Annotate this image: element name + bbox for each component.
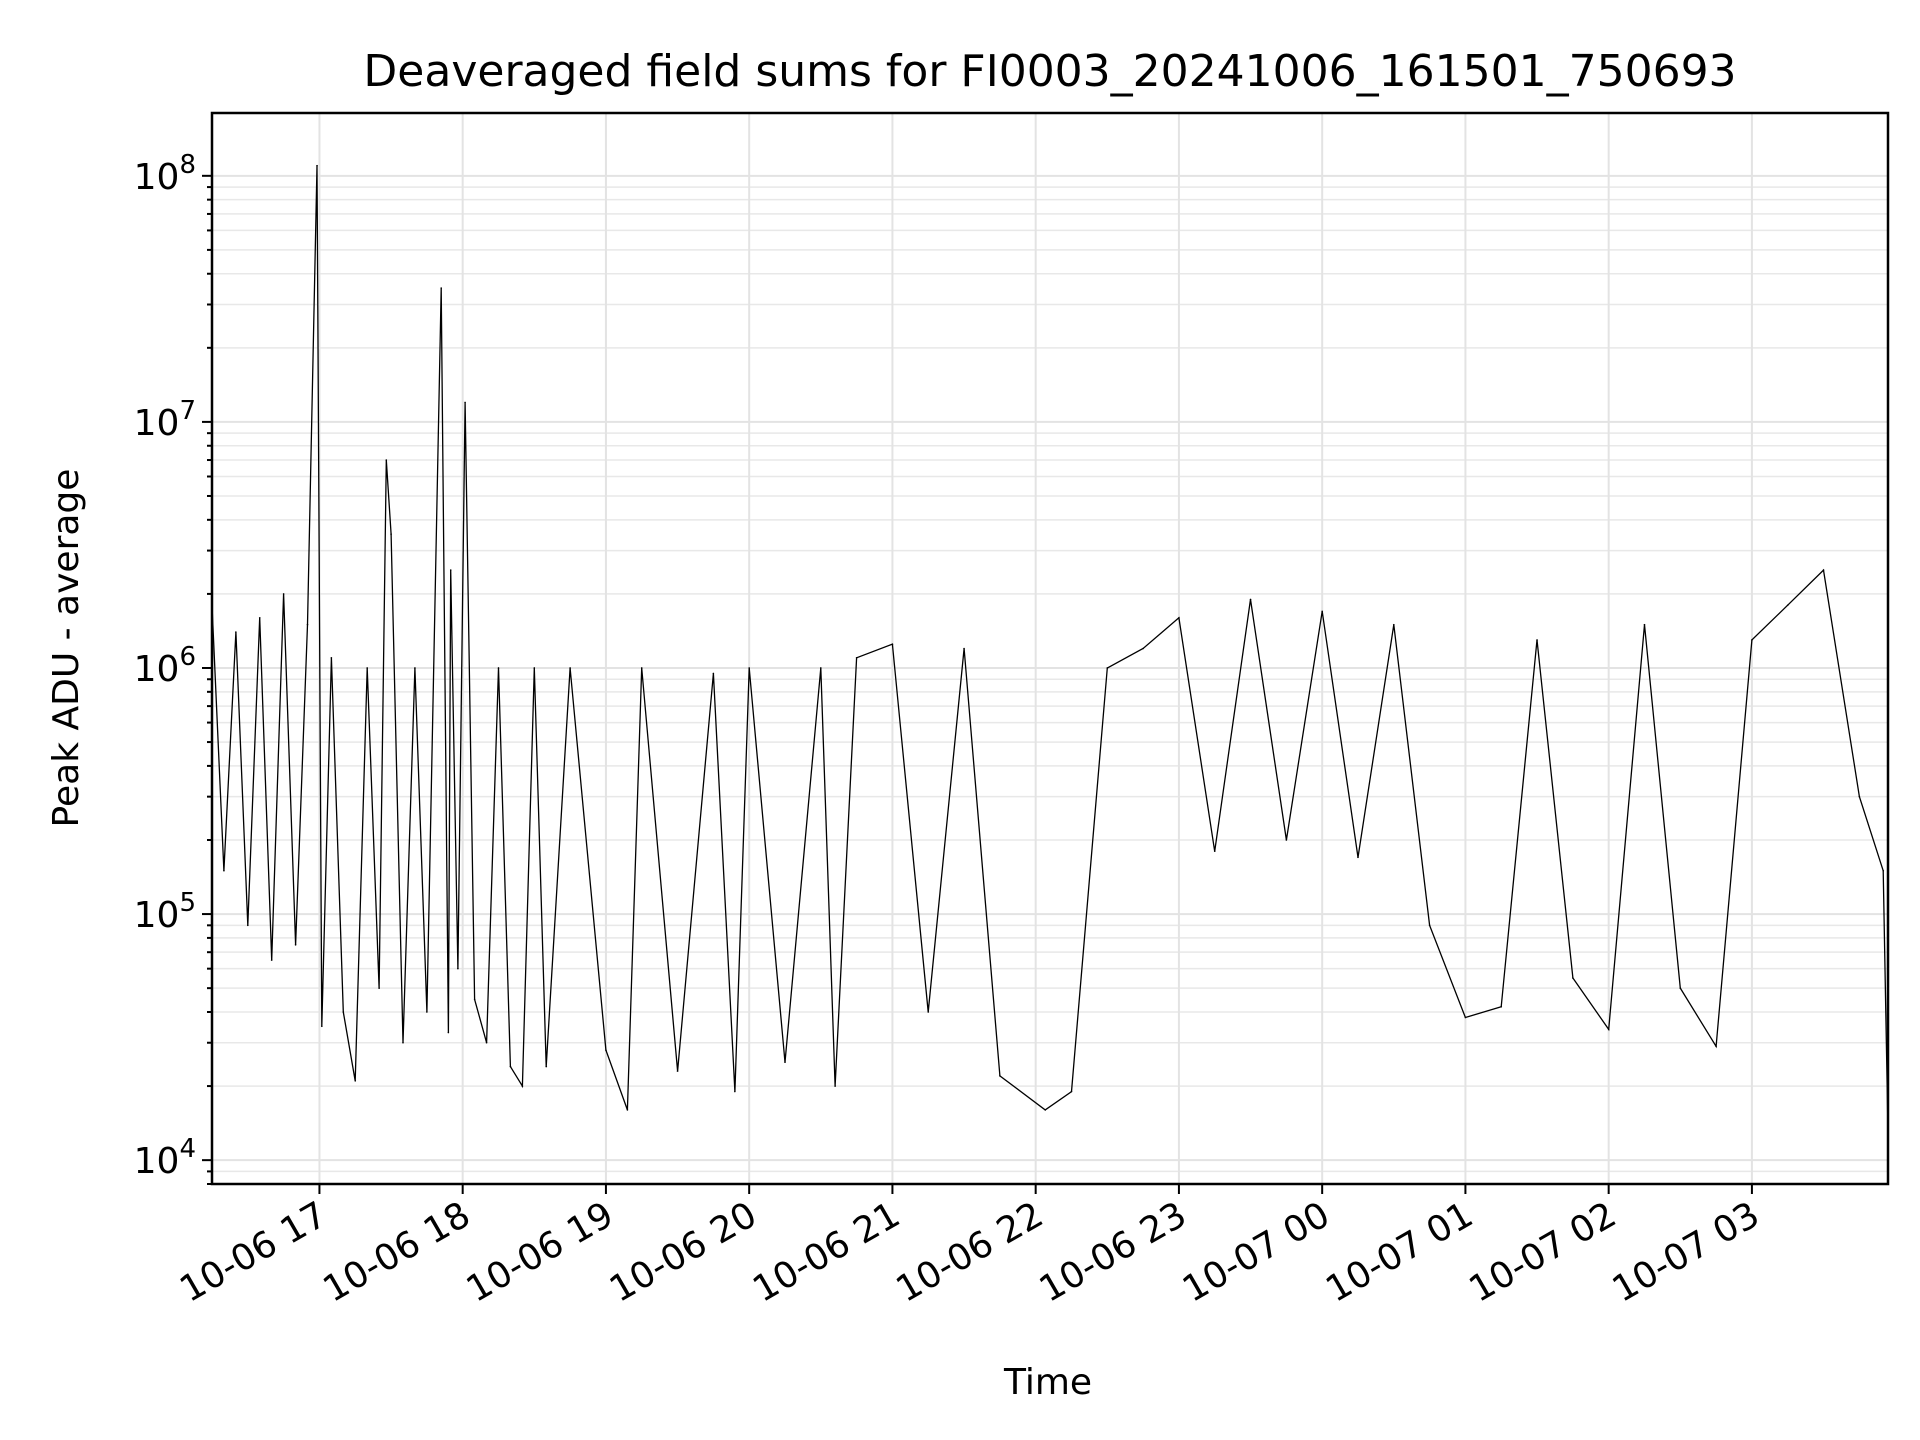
data-point (1070, 1090, 1073, 1093)
data-point (316, 164, 318, 167)
data-point (1285, 839, 1288, 841)
data-point (1392, 623, 1395, 626)
x-axis-label: Time (1003, 1362, 1092, 1403)
y-tick-base: 10 (134, 649, 180, 690)
data-point (1786, 604, 1789, 606)
data-point (1106, 667, 1109, 669)
y-tick-exponent: 5 (179, 888, 196, 918)
y-tick-base: 10 (134, 1141, 180, 1182)
data-point (712, 672, 715, 675)
data-point (342, 1011, 345, 1013)
data-point (270, 959, 273, 961)
data-point (1178, 616, 1180, 619)
data-point (1607, 1028, 1610, 1031)
data-point (485, 1041, 488, 1044)
data-point (1751, 639, 1753, 641)
y-tick-base: 10 (134, 157, 180, 198)
grid (212, 113, 1888, 1185)
data-point (1213, 850, 1216, 853)
data-point (509, 1065, 512, 1068)
data-point (390, 533, 392, 535)
data-point (1679, 987, 1682, 989)
data-point (533, 667, 536, 669)
data-point (306, 623, 309, 626)
y-tick-label: 108 (134, 150, 196, 198)
data-point (497, 667, 500, 669)
data-point (294, 944, 297, 946)
data-point (258, 616, 261, 619)
data-point (1858, 795, 1861, 798)
data-point (1321, 610, 1323, 613)
data-point (449, 569, 452, 571)
data-point (282, 593, 285, 595)
data-point (378, 987, 380, 989)
data-point (1357, 856, 1359, 859)
y-tick-exponent: 7 (179, 396, 196, 426)
data-point (820, 667, 822, 669)
y-tick-label: 105 (134, 888, 196, 936)
data-point (999, 1075, 1001, 1077)
y-tick-exponent: 8 (179, 150, 196, 180)
data-point (855, 656, 858, 659)
data-point (605, 1049, 607, 1051)
y-tick-label: 106 (134, 642, 196, 690)
data-point (545, 1065, 548, 1068)
data-point (784, 1061, 786, 1064)
data-point (834, 1085, 836, 1087)
y-tick-base: 10 (134, 403, 180, 444)
data-point (440, 287, 442, 289)
y-tick-exponent: 4 (179, 1134, 196, 1164)
y-tick-base: 10 (134, 895, 180, 936)
data-point (473, 998, 476, 1001)
chart-title: Deaveraged field sums for FI0003_2024100… (363, 46, 1736, 97)
data-point (891, 643, 894, 645)
data-point (734, 1090, 736, 1093)
data-point (235, 631, 237, 633)
data-point (447, 1031, 450, 1034)
data-point (1142, 647, 1144, 650)
data-point (963, 647, 965, 650)
data-point (1882, 869, 1885, 872)
data-point (1572, 977, 1574, 979)
data-point (569, 667, 571, 669)
data-point (354, 1080, 357, 1082)
data-point (1536, 639, 1538, 641)
data-point (385, 459, 388, 461)
data-point (321, 1025, 323, 1028)
data-point (927, 1011, 930, 1013)
data-point (676, 1070, 679, 1072)
data-point (1464, 1016, 1467, 1019)
data-point (1715, 1045, 1717, 1048)
data-point (402, 1041, 404, 1044)
data-point (1643, 623, 1646, 626)
data-point (626, 1109, 629, 1111)
data-point (457, 967, 459, 970)
y-tick-label: 107 (134, 396, 196, 444)
plot-frame (210, 111, 1890, 1186)
data-point (1428, 924, 1431, 927)
data-point (748, 667, 750, 669)
data-point (1249, 598, 1252, 601)
data-point (414, 667, 416, 669)
y-tick-exponent: 6 (179, 642, 196, 672)
data-point (1500, 1005, 1503, 1008)
data-point (1044, 1109, 1047, 1111)
y-axis-label: Peak ADU - average (46, 469, 87, 828)
data-point (223, 869, 225, 872)
data-point (426, 1011, 428, 1013)
data-point (1822, 569, 1825, 571)
data-point (521, 1085, 524, 1087)
y-tick-label: 104 (134, 1134, 196, 1182)
data-point (464, 401, 466, 404)
data-point (366, 667, 368, 669)
data-point (330, 656, 333, 659)
data-point (247, 924, 249, 927)
data-point (640, 667, 643, 669)
